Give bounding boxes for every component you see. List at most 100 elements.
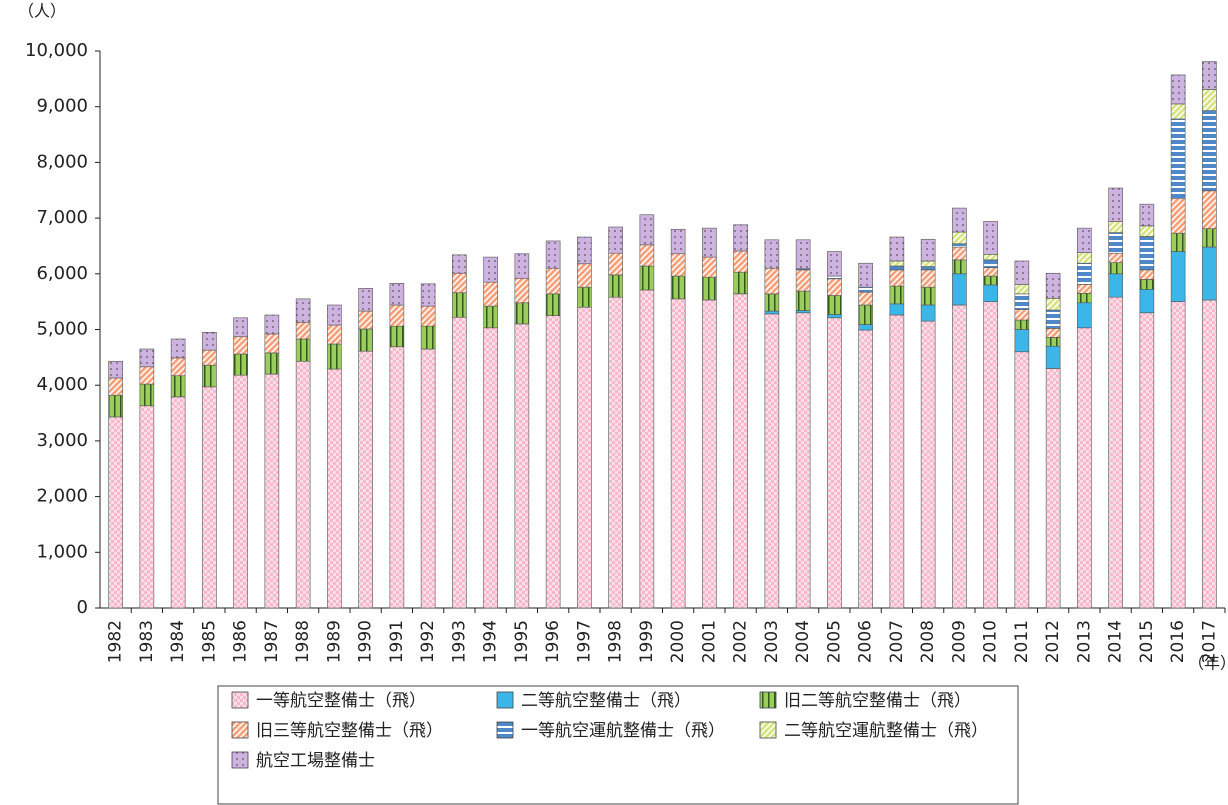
bar-segment [1077,227,1092,253]
bar-segment [389,325,405,348]
bar-segment [983,267,998,277]
legend-swatch [231,751,249,769]
bar-segment [1045,336,1061,347]
x-tick-label: 1999 [637,620,657,663]
bar-segment [170,357,186,377]
bar-segment [1170,74,1186,105]
bar-segment [545,315,561,609]
bar-segment [983,301,998,609]
legend-swatch [496,721,514,739]
bar-segment [420,305,436,327]
bar-segment [139,348,155,368]
bar-segment [670,298,686,609]
legend-label: 航空工場整備士 [256,751,375,771]
x-tick-label: 1990 [356,620,376,663]
bar-segment [1170,301,1186,609]
bar-segment [608,252,623,276]
bar-segment [764,313,780,609]
bar-segment [858,329,873,609]
bar-segment [358,310,373,330]
bar-segment [420,325,436,350]
bar-segment [889,285,905,305]
bar-segment [920,320,936,609]
bar-segment [139,405,155,609]
y-tick-label: 9,000 [36,96,88,117]
bar-segment [295,338,311,362]
bar-segment [1202,190,1217,229]
bar-segment [108,377,123,396]
bar-segment [295,298,311,323]
bar-segment [827,317,842,609]
bar-segment [420,283,436,307]
bar-segment [670,228,686,255]
bar-segment [670,253,686,277]
bar-segment [1170,118,1186,199]
bar-segment [170,375,186,398]
bar-segment [983,259,998,268]
bar-segment [577,236,592,265]
legend-label: 二等航空運航整備士（飛） [784,721,988,741]
bar-segment [1014,329,1030,353]
bar-segment [702,227,717,258]
bar-segment [764,310,780,315]
bar-segment [764,267,780,295]
bar-segment [889,260,905,267]
x-tick-label: 2016 [1168,620,1188,663]
bar-segment [1202,89,1217,111]
bar-segment [233,374,248,609]
bar-segment [670,275,686,300]
bar-segment [327,368,342,609]
bar-segment [1077,252,1092,264]
bar-segment [827,278,842,296]
bar-segment [920,266,936,271]
bar-segment [1045,328,1061,338]
x-tick-label: 1989 [324,620,344,663]
bar-segment [264,333,280,354]
bar-segment [952,231,967,245]
bar-segment [1139,236,1155,271]
bar-segment [702,276,717,301]
x-tick-label: 1995 [512,620,532,663]
x-tick-label: 2017 [1199,620,1219,663]
bar-segment [1108,221,1123,233]
legend-swatch [231,691,249,709]
bar-segment [202,386,217,609]
x-tick-label: 2008 [918,620,938,663]
bar-segment [389,304,405,327]
bar-segment [795,269,811,292]
bar-segment [608,296,623,609]
x-tick-label: 1992 [418,620,438,663]
y-tick-label: 5,000 [36,319,88,340]
bar-segment [639,214,655,246]
bar-segment [514,253,530,279]
y-tick-label: 0 [77,597,88,618]
x-tick-label: 2010 [981,620,1001,663]
bar-segment [139,383,155,407]
bar-segment [170,338,186,359]
y-tick-label: 8,000 [36,151,88,172]
bar-segment [827,314,842,319]
bar-segment [1014,309,1030,321]
bar-segment [920,260,936,267]
x-tick-label: 1994 [481,620,501,663]
x-tick-label: 2012 [1043,620,1063,663]
bar-segment [764,239,780,269]
bar-segment [827,251,842,277]
bar-segment [952,246,967,261]
legend-swatch [759,721,777,739]
bar-segment [452,316,467,609]
x-tick-label: 2003 [762,620,782,663]
bar-segment [1202,110,1217,192]
bar-segment [1108,296,1123,609]
x-tick-label: 1988 [293,620,313,663]
bar-segment [514,277,530,304]
bar-segment [920,286,936,306]
bar-segment [1108,252,1123,263]
bar-segment [514,302,530,325]
bar-segment [1202,61,1217,90]
bar-segment [108,360,123,379]
bar-segment [1077,262,1092,285]
bar-segment [233,336,248,355]
bar-segment [1014,351,1030,609]
bar-segment [639,289,655,609]
